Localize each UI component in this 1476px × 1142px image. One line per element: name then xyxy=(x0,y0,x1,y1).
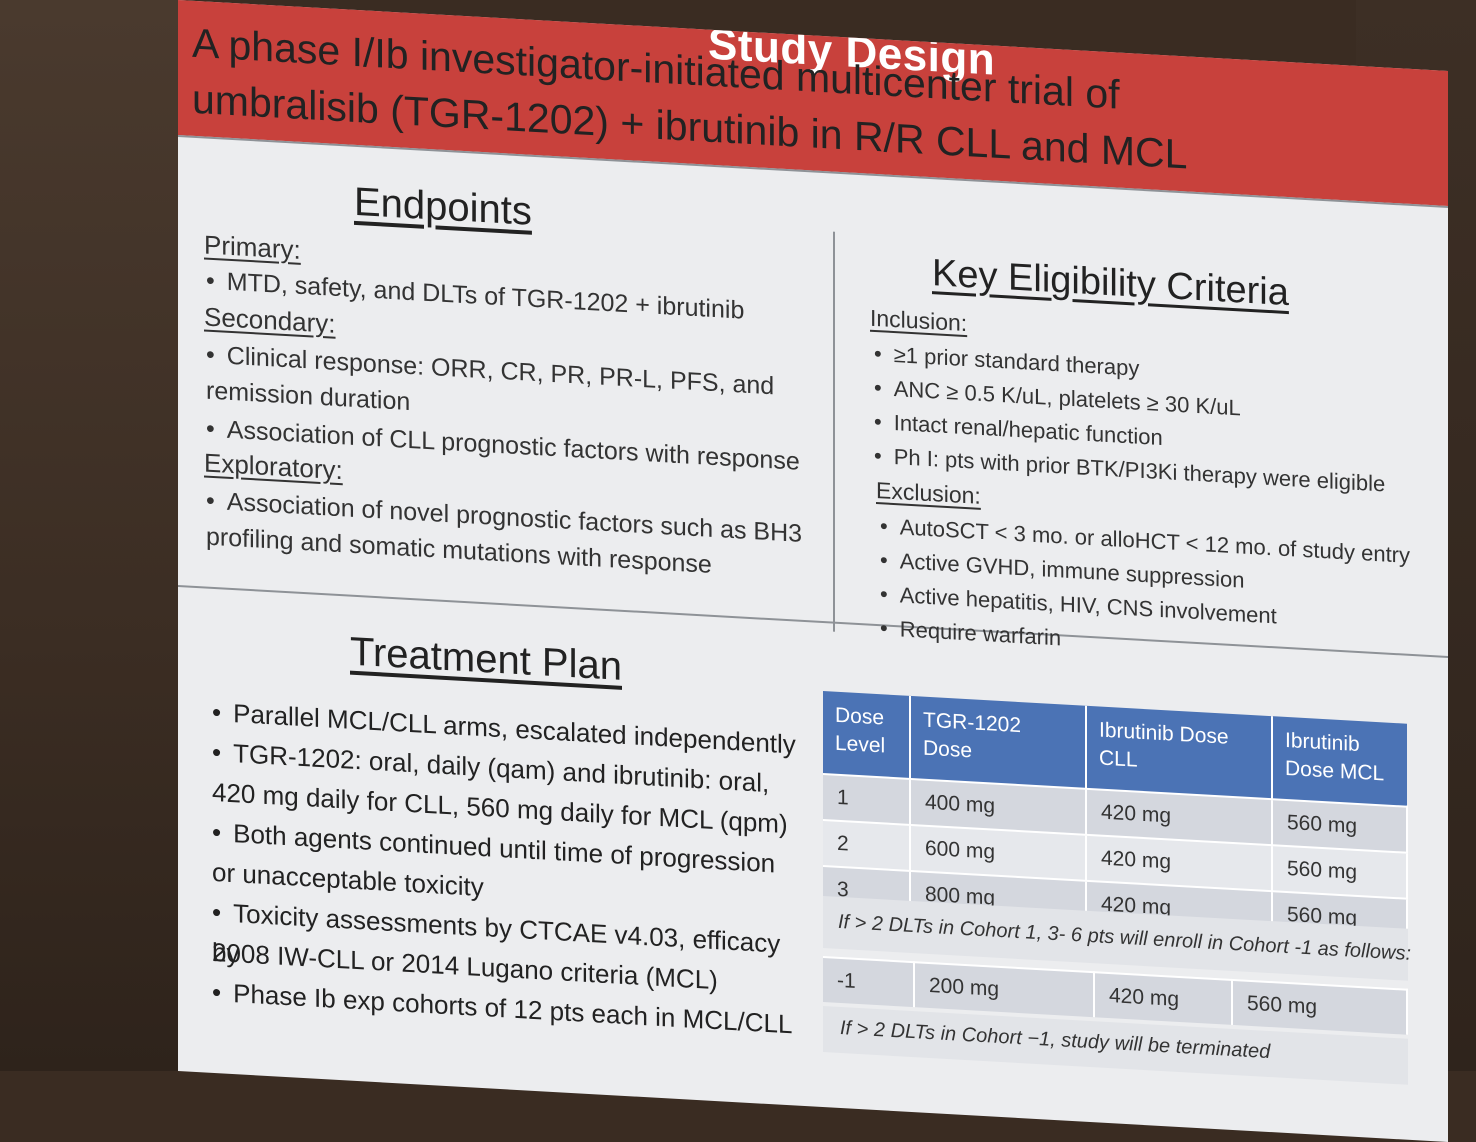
header-tgr-dose: TGR-1202 Dose xyxy=(910,695,1086,789)
cell-ibrutinib-mcl: 560 mg xyxy=(1272,799,1407,853)
secondary-label: Secondary: xyxy=(204,301,336,339)
cell-dose-level: 2 xyxy=(823,820,910,871)
cell-dose-level: -1 xyxy=(823,957,914,1008)
exclusion-item: Require warfarin xyxy=(880,613,1061,653)
cell-tgr-dose: 200 mg xyxy=(914,962,1094,1018)
header-dose-level: Dose Level xyxy=(823,691,910,779)
cell-ibrutinib-mcl: 560 mg xyxy=(1272,845,1407,899)
projected-slide: Study Design A phase I/Ib investigator-i… xyxy=(178,0,1448,1142)
primary-label: Primary: xyxy=(204,229,301,265)
inclusion-label: Inclusion: xyxy=(870,304,968,337)
cell-ibrutinib-mcl: 560 mg xyxy=(1232,979,1407,1035)
cell-ibrutinib-cll: 420 mg xyxy=(1094,972,1232,1025)
room-background-left xyxy=(0,0,180,1071)
eligibility-heading: Key Eligibility Criteria xyxy=(932,252,1289,315)
header-ibrutinib-mcl: Ibrutinib Dose MCL xyxy=(1272,716,1407,807)
column-divider xyxy=(833,231,835,632)
endpoints-heading: Endpoints xyxy=(354,179,532,234)
exploratory-label: Exploratory: xyxy=(204,447,343,486)
treatment-heading: Treatment Plan xyxy=(350,629,622,689)
cell-dose-level: 1 xyxy=(823,774,910,825)
exclusion-label: Exclusion: xyxy=(876,477,981,509)
header-ibrutinib-cll: Ibrutinib Dose CLL xyxy=(1086,705,1272,800)
